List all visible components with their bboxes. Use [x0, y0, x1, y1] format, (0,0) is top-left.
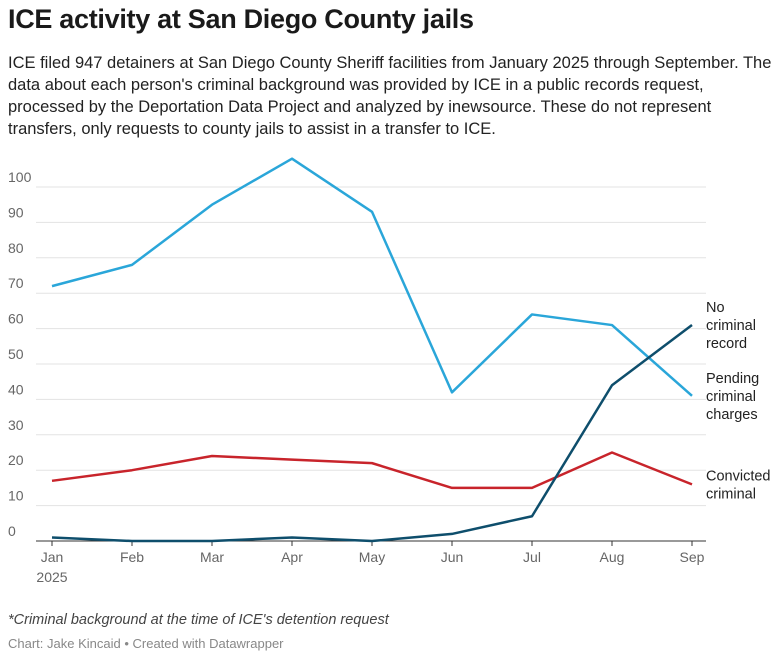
y-tick-label: 10: [8, 488, 24, 504]
series-label: criminal: [706, 486, 756, 502]
series-label: record: [706, 336, 747, 352]
series-label: Pending: [706, 371, 759, 387]
chart-note: *Criminal background at the time of ICE'…: [8, 612, 389, 628]
x-tick-label: Jan: [41, 549, 64, 565]
series-line: [51, 324, 693, 543]
x-tick-label: Aug: [600, 549, 625, 565]
x-tick-label: Feb: [120, 549, 144, 565]
y-tick-label: 90: [8, 204, 24, 220]
series-line: [51, 157, 693, 397]
series-label: criminal: [706, 389, 756, 405]
chart-subtitle: ICE filed 947 detainers at San Diego Cou…: [8, 54, 772, 138]
x-tick-label: Sep: [680, 549, 705, 565]
series-label: No: [706, 300, 725, 316]
chart-title: ICE activity at San Diego County jails: [8, 4, 474, 34]
series-label: charges: [706, 407, 758, 423]
y-tick-label: 80: [8, 240, 24, 256]
x-tick-label: Mar: [200, 549, 224, 565]
y-tick-label: 60: [8, 311, 24, 327]
series-label: criminal: [706, 318, 756, 334]
x-tick-label: Jul: [523, 549, 541, 565]
x-tick-label: Jun: [441, 549, 464, 565]
y-tick-label: 50: [8, 346, 24, 362]
y-tick-label: 30: [8, 417, 24, 433]
series-line: [51, 451, 693, 490]
chart-credit: Chart: Jake Kincaid • Created with Dataw…: [8, 636, 284, 651]
y-tick-label: 70: [8, 275, 24, 291]
y-tick-label: 40: [8, 381, 24, 397]
y-tick-label: 20: [8, 452, 24, 468]
x-tick-label: May: [359, 549, 385, 565]
series-label: Convicted: [706, 468, 770, 484]
x-tick-sublabel: 2025: [36, 569, 67, 585]
y-tick-label: 100: [8, 169, 32, 185]
x-tick-label: Apr: [281, 549, 303, 565]
y-tick-label: 0: [8, 523, 16, 539]
